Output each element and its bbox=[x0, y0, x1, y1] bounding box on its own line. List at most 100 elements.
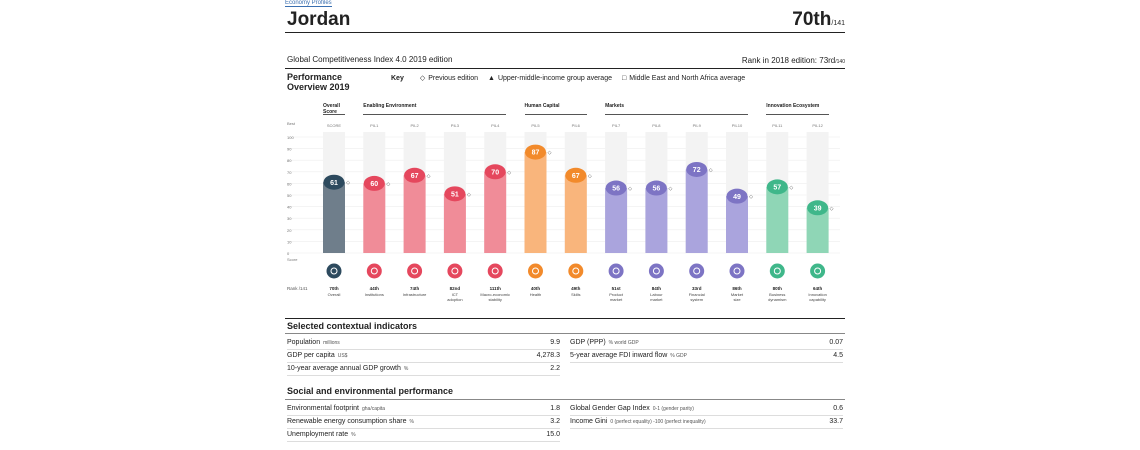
pillar-group-label: Innovation Ecosystem bbox=[766, 103, 820, 109]
score-bubble bbox=[605, 180, 627, 196]
social-title: Social and environmental performance bbox=[287, 386, 454, 396]
indicator-label: Income Gini bbox=[570, 418, 608, 425]
indicator-unit: 0 (perfect equality) -100 (perfect inequ… bbox=[610, 419, 706, 425]
score-bubble bbox=[726, 188, 748, 204]
key-item-label: Previous edition bbox=[428, 74, 479, 82]
score-value: 60 bbox=[370, 181, 378, 188]
pillar-rank: 111th bbox=[490, 286, 502, 291]
y-tick-label: 60 bbox=[287, 181, 292, 186]
pillar-icon-glyph bbox=[491, 267, 499, 275]
pillar-icon-glyph bbox=[370, 267, 378, 275]
benchmark-marker: ◇ bbox=[588, 173, 592, 179]
pillar-icon-glyph bbox=[814, 267, 822, 275]
key-item-region: □ Middle East and North Africa average bbox=[622, 75, 745, 82]
benchmark-marker: ◇ bbox=[467, 192, 471, 198]
pillar-icon-glyph bbox=[652, 267, 660, 275]
pillar-rank: 49th bbox=[571, 286, 581, 291]
pillar-code: PIL3 bbox=[451, 123, 460, 128]
pillar-icon bbox=[568, 263, 584, 279]
contextual-underline bbox=[285, 333, 845, 334]
indicator-value: 4.5 bbox=[833, 352, 843, 359]
pillar-code: PIL1 bbox=[370, 123, 379, 128]
indicator-label: GDP (PPP) bbox=[570, 339, 606, 346]
performance-chart: 0 10 20 30 40 50 60 70 80 90 100 Best Score Rank /141… bbox=[287, 121, 840, 302]
pillar-code: PIL10 bbox=[732, 123, 743, 128]
y-axis-top-label: Best bbox=[287, 121, 296, 126]
indicator-row: Population millions 9.9 bbox=[287, 336, 560, 350]
score-bar bbox=[806, 207, 829, 253]
score-value: 70 bbox=[491, 169, 499, 176]
rank-value: 70th bbox=[792, 9, 832, 30]
pillar-icon bbox=[487, 263, 503, 279]
benchmark-marker: ◇ bbox=[749, 194, 753, 200]
benchmark-marker: ◇ bbox=[668, 186, 672, 192]
score-bar bbox=[605, 188, 628, 253]
pillar-icon bbox=[810, 263, 826, 279]
score-value: 67 bbox=[411, 173, 419, 180]
pillar-code: PIL2 bbox=[410, 123, 419, 128]
pillar-rank: 64th bbox=[813, 286, 823, 291]
pillar-name: Product bbox=[609, 292, 624, 297]
indicator-label: 5-year average FDI inward flow bbox=[570, 352, 668, 359]
pillar-icon bbox=[366, 263, 382, 279]
y-tick-label: 30 bbox=[287, 216, 292, 221]
pillar-name: market bbox=[650, 297, 663, 302]
pillar-rank: 44th bbox=[370, 286, 380, 291]
pillar-icon bbox=[729, 263, 745, 279]
indicator-label-group: Population millions bbox=[287, 339, 340, 346]
score-bubble bbox=[323, 174, 345, 190]
score-bar bbox=[484, 171, 507, 253]
score-value: 87 bbox=[532, 150, 540, 157]
indicator-unit: % bbox=[351, 432, 356, 438]
y-tick-label: 0 bbox=[287, 251, 290, 256]
economy-profiles-tag[interactable]: Economy Profiles bbox=[285, 0, 332, 7]
benchmark-marker: ◇ bbox=[427, 173, 431, 179]
pillar-name: Institutions bbox=[365, 292, 384, 297]
pillar-code: PIL4 bbox=[491, 123, 500, 128]
pillar-name: size bbox=[733, 297, 741, 302]
score-bar bbox=[645, 188, 668, 253]
score-value: 61 bbox=[330, 180, 338, 187]
pillar-name: market bbox=[610, 297, 623, 302]
score-bubble bbox=[807, 200, 829, 216]
pillar-group-line bbox=[524, 114, 587, 115]
pillar-rank: 40th bbox=[531, 286, 541, 291]
indicator-label: Global Gender Gap Index bbox=[570, 405, 650, 412]
indicator-unit: % bbox=[403, 366, 409, 372]
indicator-label-group: Unemployment rate% bbox=[287, 431, 356, 438]
benchmark-marker: ◇ bbox=[548, 150, 552, 156]
y-axis-bottom-label: Score bbox=[287, 257, 298, 262]
key-item-income-group: ▲ Upper-middle-income group average bbox=[488, 75, 612, 82]
indicator-label: Population bbox=[287, 339, 321, 346]
pillar-group-label: Enabling Environment bbox=[363, 103, 417, 109]
pillar-icon bbox=[769, 263, 785, 279]
pillar-code: PIL6 bbox=[572, 123, 581, 128]
key-item-label: Middle East and North Africa average bbox=[629, 74, 746, 82]
triangle-icon: ▲ bbox=[488, 74, 495, 82]
benchmark-marker: ◇ bbox=[346, 180, 350, 186]
pillar-name: ICT bbox=[452, 292, 459, 297]
pillar-icon-glyph bbox=[612, 267, 620, 275]
score-value: 72 bbox=[693, 167, 701, 174]
economy-profile-page: Economy Profiles Jordan 70th/141 Global … bbox=[285, 0, 845, 450]
pillar-code: PIL12 bbox=[812, 123, 823, 128]
score-bar bbox=[403, 175, 426, 253]
pillar-group-label: Markets bbox=[605, 103, 624, 109]
score-bar bbox=[524, 152, 547, 253]
pillar-icon bbox=[689, 263, 705, 279]
pillar-group-line bbox=[605, 114, 748, 115]
contextual-rule bbox=[285, 318, 845, 319]
key-item-label: Upper-middle-income group average bbox=[497, 74, 612, 82]
indicator-unit: millions bbox=[323, 340, 340, 346]
benchmark-marker: ◇ bbox=[507, 170, 511, 176]
pillar-name: Business bbox=[769, 292, 785, 297]
title-rule bbox=[285, 32, 845, 33]
indicator-label-group: Environmental footprint gha/capita bbox=[287, 405, 385, 412]
indicator-label-group: Renewable energy consumption share% bbox=[287, 418, 414, 425]
pillar-group-line bbox=[363, 114, 507, 115]
pillar-rank: 51st bbox=[612, 286, 622, 291]
pillar-code: PIL9 bbox=[693, 123, 702, 128]
score-bar bbox=[685, 169, 708, 253]
indicator-row: GDP per capita US$ 4,278.3 bbox=[287, 349, 560, 363]
indicator-row: Income Gini 0 (perfect equality) -100 (pe… bbox=[570, 415, 843, 429]
